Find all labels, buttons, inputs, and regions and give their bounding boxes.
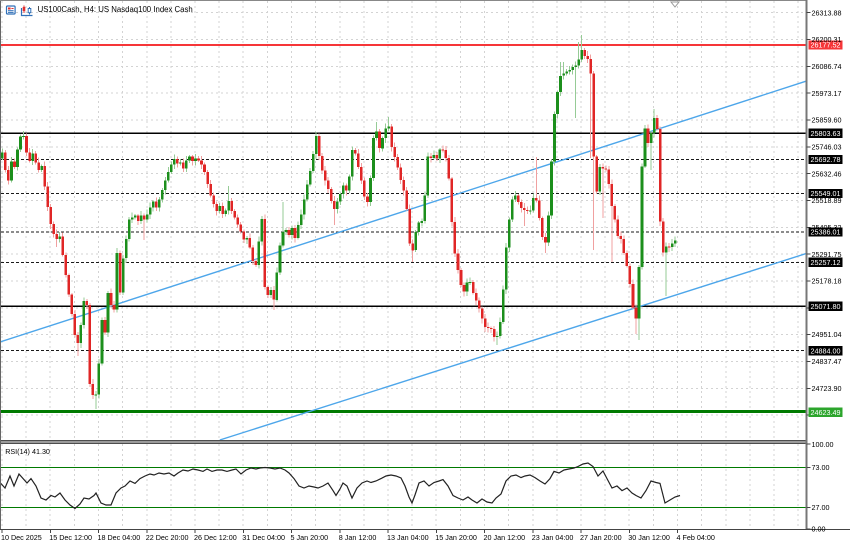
svg-text:5 Jan 20:00: 5 Jan 20:00 — [291, 533, 329, 542]
svg-text:26177.52: 26177.52 — [811, 41, 841, 50]
svg-text:0.00: 0.00 — [812, 525, 826, 534]
svg-text:24723.90: 24723.90 — [812, 384, 842, 393]
svg-text:25692.78: 25692.78 — [811, 155, 841, 164]
svg-text:26086.74: 26086.74 — [812, 62, 842, 71]
svg-text:22 Dec 20:00: 22 Dec 20:00 — [146, 533, 189, 542]
svg-text:25859.60: 25859.60 — [812, 116, 842, 125]
svg-text:8 Jan 12:00: 8 Jan 12:00 — [339, 533, 377, 542]
svg-text:24623.49: 24623.49 — [811, 408, 841, 417]
svg-text:25178.18: 25178.18 — [812, 277, 842, 286]
svg-text:24951.04: 24951.04 — [812, 330, 842, 339]
svg-text:4 Feb 04:00: 4 Feb 04:00 — [677, 533, 715, 542]
svg-text:31 Dec 04:00: 31 Dec 04:00 — [242, 533, 285, 542]
svg-text:25257.12: 25257.12 — [811, 258, 841, 267]
svg-text:10 Dec 2025: 10 Dec 2025 — [1, 533, 42, 542]
svg-text:13 Jan 04:00: 13 Jan 04:00 — [387, 533, 429, 542]
svg-text:25291.75: 25291.75 — [812, 250, 842, 259]
svg-text:27.00: 27.00 — [812, 503, 830, 512]
svg-text:25973.17: 25973.17 — [812, 89, 842, 98]
svg-text:15 Dec 12:00: 15 Dec 12:00 — [49, 533, 92, 542]
svg-text:15 Jan 20:00: 15 Jan 20:00 — [435, 533, 477, 542]
svg-text:20 Jan 12:00: 20 Jan 12:00 — [484, 533, 526, 542]
svg-text:25518.89: 25518.89 — [812, 196, 842, 205]
svg-text:73.00: 73.00 — [812, 463, 830, 472]
svg-text:23 Jan 04:00: 23 Jan 04:00 — [532, 533, 574, 542]
svg-text:25405.32: 25405.32 — [812, 223, 842, 232]
svg-text:25386.01: 25386.01 — [811, 228, 841, 237]
svg-text:25071.80: 25071.80 — [811, 302, 841, 311]
svg-text:26313.88: 26313.88 — [812, 8, 842, 17]
svg-text:24884.00: 24884.00 — [811, 346, 841, 355]
svg-text:US100Cash, H4: US Nasdaq100 I: US100Cash, H4: US Nasdaq100 Index Cash — [38, 5, 193, 14]
svg-text:25632.46: 25632.46 — [812, 169, 842, 178]
svg-text:25803.63: 25803.63 — [811, 129, 841, 138]
svg-text:27 Jan 20:00: 27 Jan 20:00 — [580, 533, 622, 542]
svg-text:18 Dec 04:00: 18 Dec 04:00 — [98, 533, 141, 542]
svg-text:26 Dec 12:00: 26 Dec 12:00 — [194, 533, 237, 542]
svg-text:24837.47: 24837.47 — [812, 357, 842, 366]
svg-text:100.00: 100.00 — [812, 440, 834, 449]
svg-text:30 Jan 12:00: 30 Jan 12:00 — [628, 533, 670, 542]
svg-text:26200.31: 26200.31 — [812, 35, 842, 44]
svg-text:25746.03: 25746.03 — [812, 142, 842, 151]
svg-text:25549.01: 25549.01 — [811, 189, 841, 198]
svg-text:RSI(14) 41.30: RSI(14) 41.30 — [5, 447, 50, 456]
